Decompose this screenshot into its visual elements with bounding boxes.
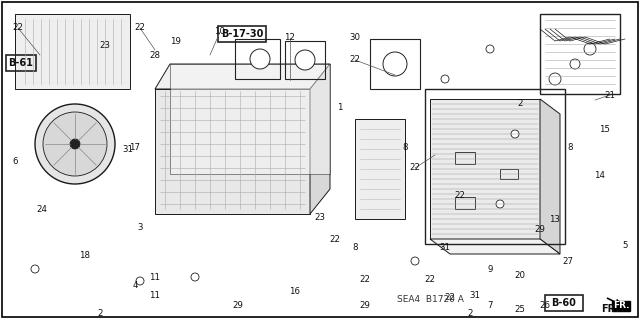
Text: 31: 31 (470, 291, 481, 300)
Bar (6, 55, 36, 71)
Text: 4: 4 (132, 280, 138, 290)
Polygon shape (155, 89, 310, 214)
Text: 23: 23 (99, 41, 111, 49)
Text: FR.: FR. (601, 304, 619, 314)
Circle shape (35, 104, 115, 184)
Text: 22: 22 (134, 24, 145, 33)
Text: B-60: B-60 (552, 298, 577, 308)
Text: 16: 16 (289, 287, 301, 296)
Text: 8: 8 (352, 243, 358, 253)
Polygon shape (15, 14, 130, 89)
Text: 24: 24 (36, 205, 47, 214)
Bar (425, 89, 565, 244)
Circle shape (250, 49, 270, 69)
Polygon shape (310, 64, 330, 214)
Circle shape (383, 52, 407, 76)
Text: 19: 19 (170, 38, 180, 47)
Text: 10: 10 (214, 27, 225, 36)
Text: 22: 22 (424, 276, 435, 285)
Bar (455, 152, 475, 164)
Text: 8: 8 (403, 144, 408, 152)
Bar (500, 169, 518, 179)
Polygon shape (170, 64, 330, 174)
Text: 6: 6 (12, 158, 18, 167)
Polygon shape (430, 99, 540, 239)
Text: 21: 21 (605, 91, 616, 100)
Text: 28: 28 (150, 50, 161, 60)
Bar (455, 197, 475, 209)
Text: 26: 26 (540, 300, 550, 309)
Circle shape (136, 277, 144, 285)
Circle shape (570, 59, 580, 69)
Text: 11: 11 (150, 273, 161, 283)
Text: 22: 22 (13, 24, 24, 33)
Text: 22: 22 (445, 293, 456, 302)
Text: SEA4  B1720 A: SEA4 B1720 A (397, 295, 463, 305)
Text: 11: 11 (150, 291, 161, 300)
Bar (218, 26, 266, 42)
Circle shape (70, 139, 80, 149)
Circle shape (584, 43, 596, 55)
Polygon shape (540, 99, 560, 254)
Text: 20: 20 (515, 271, 525, 279)
Polygon shape (430, 239, 560, 254)
Text: 2: 2 (467, 308, 473, 317)
Circle shape (31, 265, 39, 273)
Text: 7: 7 (487, 300, 493, 309)
Polygon shape (155, 64, 330, 89)
Bar (235, 39, 280, 79)
Text: 31: 31 (122, 145, 134, 154)
Text: 2: 2 (97, 308, 103, 317)
Text: FR.: FR. (612, 301, 629, 310)
Circle shape (549, 73, 561, 85)
Text: 5: 5 (622, 241, 628, 249)
Text: 25: 25 (515, 306, 525, 315)
Text: 22: 22 (454, 190, 465, 199)
Circle shape (295, 50, 315, 70)
Text: 15: 15 (600, 125, 611, 135)
Text: 12: 12 (285, 33, 296, 42)
Text: 14: 14 (595, 170, 605, 180)
Text: 30: 30 (349, 33, 360, 42)
Text: 27: 27 (563, 257, 573, 266)
Text: 18: 18 (79, 250, 90, 259)
Polygon shape (612, 301, 630, 311)
Text: 29: 29 (232, 300, 243, 309)
Text: 1: 1 (337, 103, 343, 113)
Bar (545, 295, 583, 311)
Text: 22: 22 (349, 56, 360, 64)
Circle shape (43, 112, 107, 176)
Bar (540, 14, 620, 94)
Text: 29: 29 (360, 300, 371, 309)
Bar (370, 39, 420, 89)
Text: B-17-30: B-17-30 (221, 29, 263, 39)
Text: 3: 3 (137, 224, 143, 233)
Text: 9: 9 (487, 265, 493, 275)
Text: 2: 2 (517, 99, 523, 108)
Text: 22: 22 (330, 235, 340, 244)
Circle shape (511, 130, 519, 138)
Text: B-61: B-61 (8, 58, 33, 68)
Text: 29: 29 (534, 226, 545, 234)
Circle shape (411, 257, 419, 265)
Polygon shape (355, 119, 405, 219)
Bar (285, 41, 325, 79)
Text: 22: 22 (410, 164, 420, 173)
Text: 31: 31 (440, 243, 451, 253)
Text: 13: 13 (550, 216, 561, 225)
Text: 22: 22 (360, 276, 371, 285)
Text: 23: 23 (314, 213, 326, 222)
Circle shape (486, 45, 494, 53)
Text: 8: 8 (567, 144, 573, 152)
Circle shape (496, 200, 504, 208)
Circle shape (191, 273, 199, 281)
Circle shape (441, 75, 449, 83)
Text: 17: 17 (129, 144, 141, 152)
